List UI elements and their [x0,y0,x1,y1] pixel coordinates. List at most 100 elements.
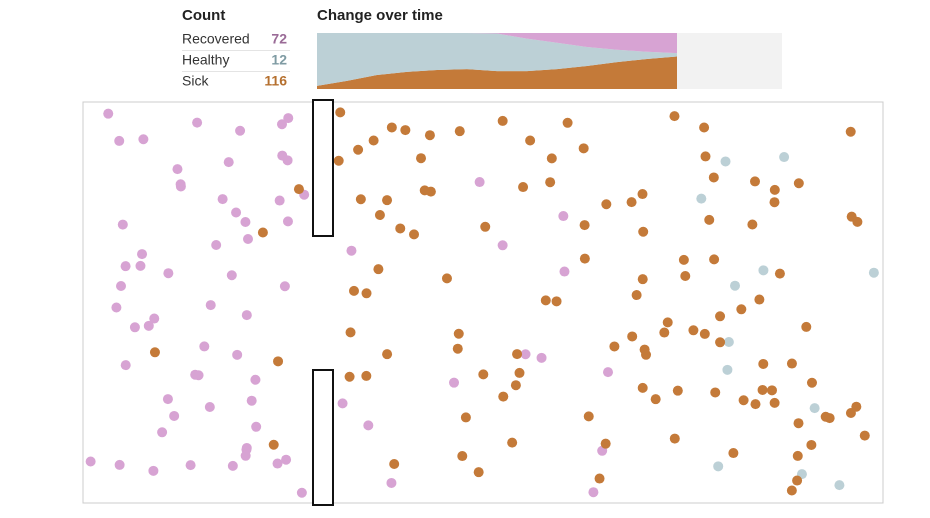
person [562,117,573,128]
person [333,155,344,166]
person [627,331,638,342]
person [769,184,780,195]
person [669,111,680,122]
person [579,220,590,231]
wall [312,369,334,506]
person [175,181,186,192]
person [355,194,366,205]
person [688,325,699,336]
count-label: Recovered [182,31,250,47]
person [157,427,168,438]
person [801,321,812,332]
person [678,254,689,265]
person [240,216,251,227]
person [669,433,680,444]
person [583,411,594,422]
person [497,240,508,251]
person [120,261,131,272]
person [452,343,463,354]
person [346,245,357,256]
count-label: Sick [182,73,209,89]
person [257,227,268,238]
person [859,430,870,441]
area [317,56,677,89]
person [137,249,148,260]
person [868,267,879,278]
person [282,216,293,227]
person [231,207,242,218]
person [480,221,491,232]
person [520,349,531,360]
person [192,117,203,128]
person [793,418,804,429]
person [335,107,346,118]
person [600,438,611,449]
person [758,265,769,276]
person [757,384,768,395]
person [601,199,612,210]
person [594,473,605,484]
person [806,439,817,450]
person [738,395,749,406]
area [317,33,677,86]
person [114,459,125,470]
person [637,189,648,200]
person [272,458,283,469]
person [736,304,747,315]
person [704,214,715,225]
person [296,487,307,498]
person [518,182,529,193]
person [637,382,648,393]
person [117,219,128,230]
person [551,296,562,307]
person [185,460,196,471]
person [579,253,590,264]
person [820,411,831,422]
person [525,135,536,146]
person [395,223,406,234]
person [650,394,661,405]
person [497,115,508,126]
person [348,285,359,296]
person [715,337,726,348]
person [268,439,279,450]
person [345,327,356,338]
count-value: 72 [271,31,287,47]
person [474,177,485,188]
person [424,130,435,141]
person [626,197,637,208]
person [851,401,862,412]
person [699,122,710,133]
person [199,341,210,352]
person [588,487,599,498]
person [680,270,691,281]
person [361,370,372,381]
person [416,153,427,164]
person [419,185,430,196]
person [211,239,222,250]
person [368,135,379,146]
person [129,322,140,333]
person [473,467,484,478]
person [558,211,569,222]
person [250,374,261,385]
person [786,485,797,496]
person [747,219,758,230]
person [713,461,724,472]
person [344,371,355,382]
person [241,310,252,321]
count-label: Healthy [182,52,229,68]
chart-title: Change over time [317,7,443,24]
person [545,177,556,188]
person [273,356,284,367]
wall [312,99,334,237]
person [514,367,525,378]
person [386,122,397,133]
person [226,270,237,281]
person [223,157,234,168]
person [274,195,285,206]
person [120,360,131,371]
person [276,119,287,130]
person [162,394,173,405]
